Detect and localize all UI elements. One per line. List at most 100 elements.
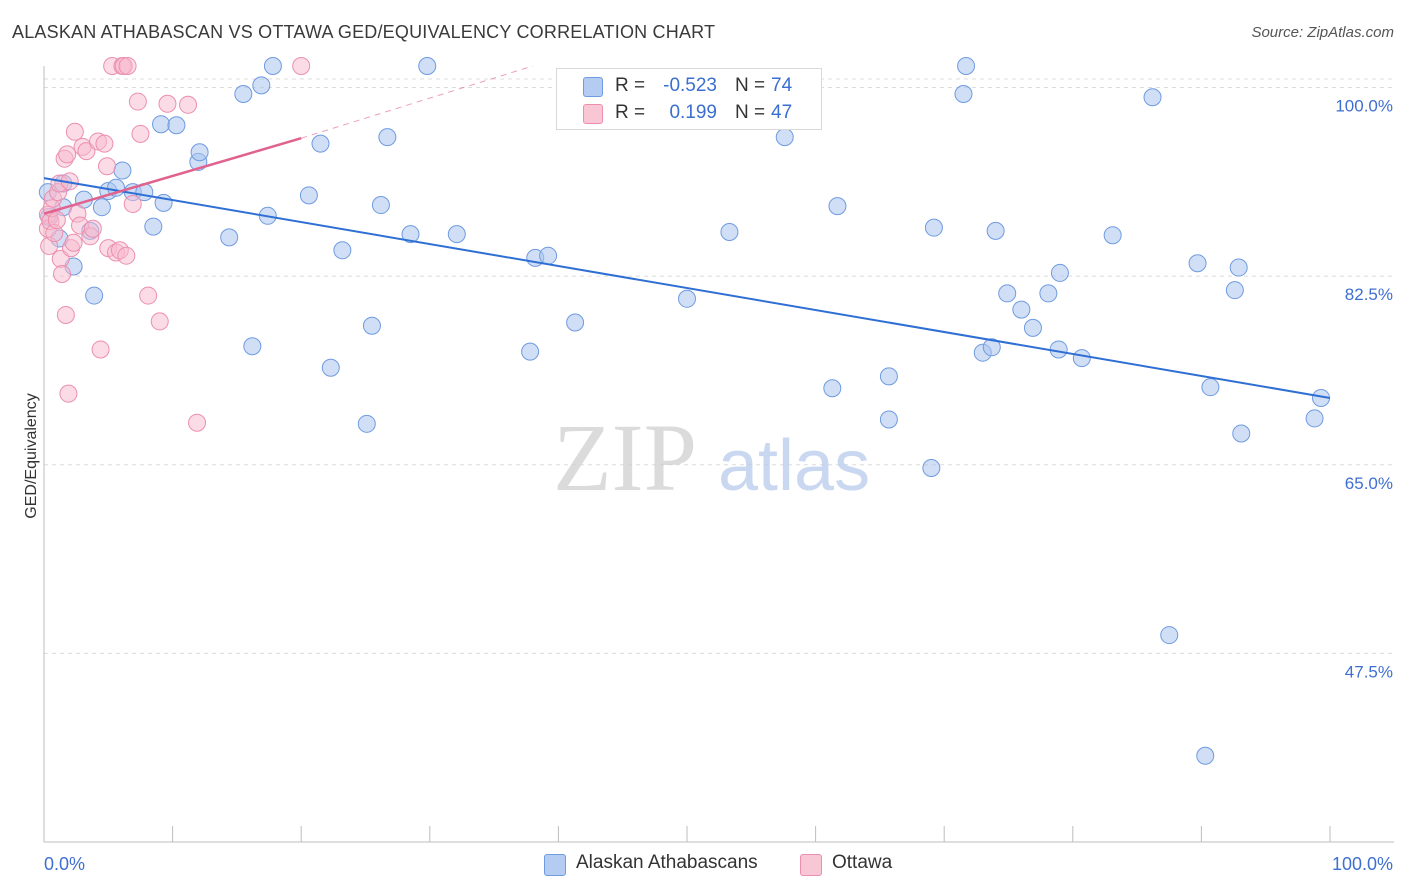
data-point-alaskan-athabascans xyxy=(252,76,271,95)
legend-label: Alaskan Athabascans xyxy=(576,852,758,873)
data-point-ottawa xyxy=(59,384,78,403)
data-point-ottawa xyxy=(179,95,198,114)
data-point-alaskan-athabascans xyxy=(1225,281,1244,300)
blue-swatch xyxy=(544,854,566,876)
data-point-alaskan-athabascans xyxy=(1229,258,1248,277)
data-point-alaskan-athabascans xyxy=(879,410,898,429)
data-point-alaskan-athabascans xyxy=(144,217,163,236)
data-point-ottawa xyxy=(139,286,158,305)
pink-swatch xyxy=(800,854,822,876)
tick-labels: 100.0% 82.5% 65.0% 47.5% 0.0% 100.0% xyxy=(44,97,1393,874)
data-point-ottawa xyxy=(56,305,75,324)
data-point-ottawa xyxy=(64,233,83,252)
data-point-ottawa xyxy=(83,219,102,238)
data-point-ottawa xyxy=(158,94,177,113)
grid-lines xyxy=(44,78,1394,654)
data-point-alaskan-athabascans xyxy=(1023,318,1042,337)
data-point-alaskan-athabascans xyxy=(362,316,381,335)
y-tick-label: 100.0% xyxy=(1335,97,1393,116)
data-point-alaskan-athabascans xyxy=(924,218,943,237)
blue-swatch xyxy=(583,77,603,97)
data-point-alaskan-athabascans xyxy=(1143,88,1162,107)
data-point-alaskan-athabascans xyxy=(539,246,558,265)
data-point-alaskan-athabascans xyxy=(357,414,376,433)
data-point-alaskan-athabascans xyxy=(1039,284,1058,303)
data-point-alaskan-athabascans xyxy=(167,116,186,135)
data-point-alaskan-athabascans xyxy=(720,222,739,241)
data-point-alaskan-athabascans xyxy=(982,338,1001,357)
watermark-atlas: atlas xyxy=(718,426,870,506)
r-value: 0.199 xyxy=(669,102,717,123)
data-point-alaskan-athabascans xyxy=(92,198,111,217)
data-point-alaskan-athabascans xyxy=(371,196,390,215)
data-point-alaskan-athabascans xyxy=(1012,300,1031,319)
data-point-alaskan-athabascans xyxy=(311,134,330,153)
data-point-alaskan-athabascans xyxy=(1232,424,1251,443)
data-point-ottawa xyxy=(117,246,136,265)
data-point-alaskan-athabascans xyxy=(521,342,540,361)
data-point-ottawa xyxy=(58,145,77,164)
y-tick-label: 47.5% xyxy=(1345,662,1393,681)
data-point-ottawa xyxy=(118,57,137,75)
data-point-alaskan-athabascans xyxy=(1049,340,1068,359)
stats-legend-row-pink: R = 0.199 N = 47 xyxy=(557,100,821,128)
chart-title: ALASKAN ATHABASCAN VS OTTAWA GED/EQUIVAL… xyxy=(12,22,716,42)
data-point-ottawa xyxy=(47,211,66,230)
watermark: ZIP atlas xyxy=(553,404,870,511)
y-tick-label: 82.5% xyxy=(1345,285,1393,304)
stats-legend: R = -0.523 N = 74 R = 0.199 N = 47 xyxy=(556,68,822,130)
data-point-alaskan-athabascans xyxy=(1072,349,1091,368)
data-point-alaskan-athabascans xyxy=(1201,378,1220,397)
trend-line-ottawa xyxy=(43,137,302,215)
trend-lines xyxy=(43,65,1331,399)
data-point-alaskan-athabascans xyxy=(828,197,847,216)
data-point-alaskan-athabascans xyxy=(922,459,941,478)
data-point-ottawa xyxy=(95,134,114,153)
legend-label: Ottawa xyxy=(832,852,893,873)
data-point-alaskan-athabascans xyxy=(321,358,340,377)
n-label: N = xyxy=(735,102,766,123)
data-point-alaskan-athabascans xyxy=(1305,409,1324,428)
data-point-alaskan-athabascans xyxy=(85,286,104,305)
data-point-alaskan-athabascans xyxy=(957,57,976,75)
data-point-alaskan-athabascans xyxy=(954,85,973,104)
data-point-ottawa xyxy=(98,157,117,176)
series-ottawa xyxy=(38,57,311,432)
data-point-ottawa xyxy=(131,124,150,143)
data-point-ottawa xyxy=(123,194,142,213)
r-label: R = xyxy=(615,75,646,96)
n-value: 74 xyxy=(771,75,793,96)
x-tick-label: 100.0% xyxy=(1332,854,1393,874)
data-point-alaskan-athabascans xyxy=(678,289,696,308)
data-point-alaskan-athabascans xyxy=(190,143,209,162)
data-point-alaskan-athabascans xyxy=(986,221,1005,240)
source-label: Source: ZipAtlas.com xyxy=(1251,24,1394,41)
pink-swatch xyxy=(583,104,603,124)
r-label: R = xyxy=(615,102,646,123)
data-point-alaskan-athabascans xyxy=(299,186,318,205)
n-label: N = xyxy=(735,75,766,96)
trend-line-ottawa-extension xyxy=(301,65,533,139)
stats-legend-row-blue: R = -0.523 N = 74 xyxy=(557,73,821,101)
data-point-alaskan-athabascans xyxy=(823,379,842,398)
n-value: 47 xyxy=(771,102,793,123)
data-point-alaskan-athabascans xyxy=(879,367,898,386)
data-point-alaskan-athabascans xyxy=(775,128,794,147)
r-value: -0.523 xyxy=(663,75,717,96)
data-point-alaskan-athabascans xyxy=(447,225,466,244)
data-point-alaskan-athabascans xyxy=(1160,626,1179,645)
data-point-alaskan-athabascans xyxy=(113,161,132,180)
data-point-alaskan-athabascans xyxy=(243,337,262,356)
data-point-alaskan-athabascans xyxy=(1050,263,1069,282)
x-tick-label: 0.0% xyxy=(44,854,85,874)
watermark-zip: ZIP xyxy=(553,404,697,511)
y-axis-title: GED/Equivalency xyxy=(23,393,40,518)
data-point-ottawa xyxy=(77,142,96,161)
data-point-alaskan-athabascans xyxy=(220,228,239,247)
data-point-alaskan-athabascans xyxy=(378,128,397,147)
data-point-alaskan-athabascans xyxy=(333,241,352,260)
data-point-ottawa xyxy=(292,57,311,75)
data-point-alaskan-athabascans xyxy=(418,57,437,75)
data-point-ottawa xyxy=(65,122,84,141)
